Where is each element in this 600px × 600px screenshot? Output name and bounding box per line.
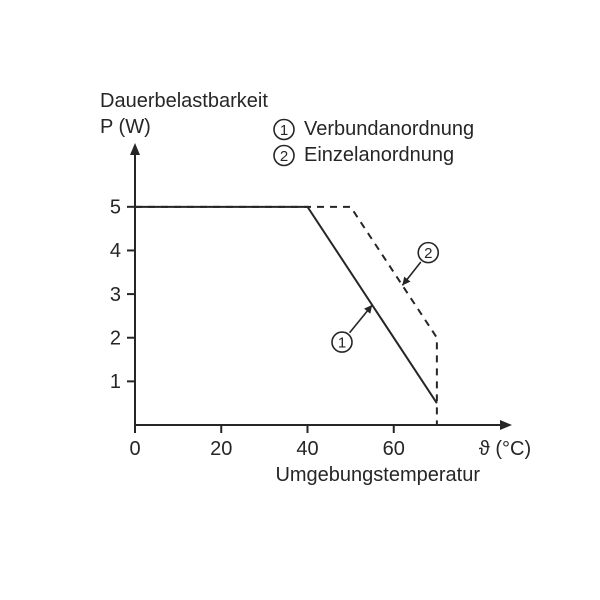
y-axis-title-1: Dauerbelastbarkeit (100, 90, 268, 112)
x-tick-label: 20 (210, 438, 232, 460)
y-tick-label: 5 (110, 196, 121, 218)
y-axis-title-2: P (W) (100, 116, 151, 138)
series-2 (135, 207, 437, 425)
x-tick-label: 60 (383, 438, 405, 460)
x-axis-title: Umgebungstemperatur (275, 464, 480, 486)
series-marker-number: 2 (424, 245, 432, 262)
y-tick-label: 2 (110, 327, 121, 349)
series-1 (135, 207, 437, 403)
y-tick-label: 3 (110, 284, 121, 306)
x-axis-arrow (500, 420, 512, 430)
y-tick-label: 1 (110, 371, 121, 393)
derating-chart: 0 20 40 60 1 2 3 4 5 Dauerbelastbarkeit P (W) ϑ (°C… (0, 0, 600, 600)
series-marker-number: 2 (280, 148, 288, 165)
y-axis-arrow (130, 143, 140, 155)
y-tick-label: 4 (110, 240, 121, 262)
series-marker-number: 1 (280, 122, 288, 139)
x-tick-label: 40 (296, 438, 318, 460)
series-marker-number: 1 (338, 335, 346, 352)
legend-label-2: Einzelanordnung (304, 144, 454, 166)
legend-label-1: Verbundanordnung (304, 118, 474, 140)
x-tick-label: 0 (129, 438, 140, 460)
x-axis-unit: ϑ (°C) (479, 438, 531, 460)
